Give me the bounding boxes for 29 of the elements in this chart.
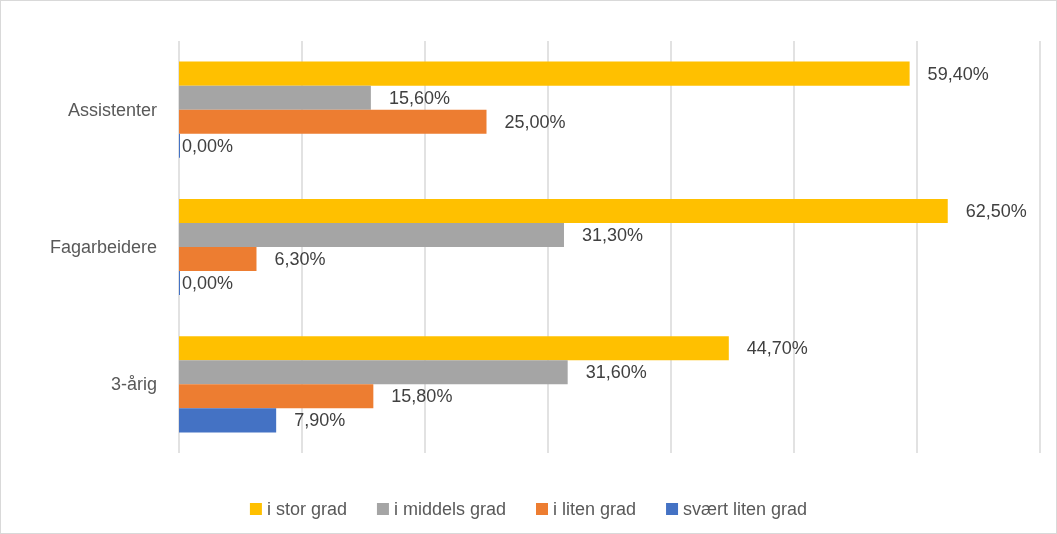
data-label: 31,30%: [581, 224, 644, 245]
y-tick-label: Fagarbeidere: [49, 237, 157, 257]
bar: [179, 85, 371, 110]
bar: [179, 408, 277, 433]
data-label: 15,60%: [388, 87, 450, 108]
bar: [179, 222, 564, 247]
data-label: 7,90%: [294, 410, 346, 431]
legend-label: i middels grad: [393, 499, 506, 519]
bar: [179, 198, 948, 223]
legend-label: svært liten grad: [683, 499, 808, 519]
bar: [179, 61, 910, 86]
bar: [179, 336, 729, 361]
bar: [179, 247, 257, 272]
data-label: 25,00%: [504, 111, 566, 132]
data-label: 0,00%: [182, 135, 234, 156]
y-tick-label: Assistenter: [67, 99, 157, 120]
bar: [179, 360, 568, 385]
data-label: 31,60%: [585, 362, 647, 383]
data-label: 44,70%: [746, 338, 808, 359]
data-label: 62,50%: [965, 200, 1027, 221]
bar: [179, 109, 487, 134]
data-label: 0,00%: [182, 273, 234, 294]
legend-label: i stor grad: [266, 499, 347, 519]
data-label: 15,80%: [391, 386, 453, 407]
data-label: 6,30%: [274, 249, 326, 270]
bar: [179, 384, 374, 409]
data-label: 59,40%: [927, 63, 989, 84]
legend-label: i liten grad: [552, 499, 637, 519]
y-tick-label: 3-årig: [110, 374, 157, 395]
